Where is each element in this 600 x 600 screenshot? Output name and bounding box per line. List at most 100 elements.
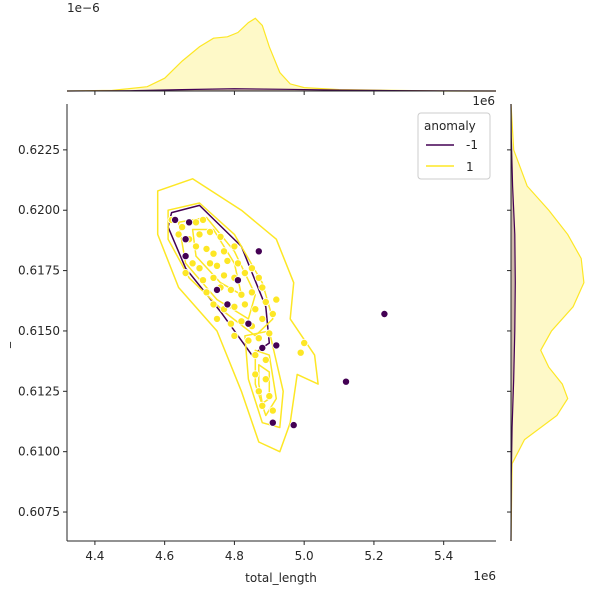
scatter-point-pos1 [181,268,190,277]
scatter-point-pos1 [258,401,267,410]
top-marginal-multiplier: 1e−6 [67,1,100,15]
scatter-points [167,215,389,430]
scatter-point-pos1 [237,290,246,299]
legend-box [417,112,491,180]
x-tick-label: 5.0 [295,549,314,563]
scatter-point-pos1 [198,215,207,224]
scatter-point-pos1 [268,309,277,318]
scatter-point-pos1 [268,406,277,415]
scatter-point-pos1 [251,305,260,314]
scatter-point-pos1 [205,259,214,268]
kde-contour-pos1 [177,216,257,320]
scatter-point-neg1 [380,309,389,318]
scatter-point-pos1 [254,273,263,282]
right-marginal-plot [510,103,585,542]
legend-label-pos1: 1 [466,160,474,174]
top-density-fill-pos1 [67,18,496,91]
scatter-point-pos1 [230,242,239,251]
scatter-point-pos1 [230,331,239,340]
scatter-point-pos1 [195,264,204,273]
right-density-fill-neg1 [511,104,516,541]
scatter-point-pos1 [251,351,260,360]
main-axes: 4.4 4.6 4.8 5.0 5.2 5.4 0.6075 0.6100 0.6125 0.61… [18,91,511,563]
legend: anomaly -1 1 [417,112,491,180]
legend-label-neg1: -1 [466,138,478,152]
scatter-point-pos1 [226,285,235,294]
kde-contour-pos1 [167,202,274,337]
legend-title: anomaly [424,119,476,133]
scatter-point-pos1 [191,242,200,251]
scatter-point-neg1 [244,319,253,328]
x-axis-label: total_length [245,571,317,585]
scatter-point-pos1 [202,288,211,297]
scatter-point-pos1 [240,300,249,309]
scatter-point-pos1 [237,317,246,326]
scatter-point-pos1 [209,273,218,282]
scatter-point-pos1 [191,218,200,227]
scatter-point-pos1 [247,288,256,297]
scatter-point-neg1 [212,285,221,294]
scatter-point-pos1 [258,283,267,292]
scatter-point-pos1 [205,227,214,236]
scatter-point-pos1 [261,355,270,364]
scatter-point-pos1 [254,387,263,396]
scatter-point-neg1 [341,377,350,386]
scatter-point-neg1 [171,215,180,224]
y-axis-label: _ [0,341,11,349]
scatter-point-pos1 [202,244,211,253]
top-density-line-pos1 [66,17,496,92]
y-tick-label: 0.6175 [18,264,60,278]
scatter-point-pos1 [198,276,207,285]
scatter-point-pos1 [230,302,239,311]
scatter-point-neg1 [181,235,190,244]
scatter-point-pos1 [212,314,221,323]
y-tick-label: 0.6125 [18,384,60,398]
right-density-line-pos1 [510,103,585,542]
scatter-point-pos1 [212,261,221,270]
scatter-point-pos1 [223,256,232,265]
scatter-point-pos1 [247,264,256,273]
x-tick-label: 5.2 [364,549,383,563]
scatter-point-pos1 [219,271,228,280]
scatter-point-pos1 [261,375,270,384]
right-density-fill-pos1 [511,104,584,541]
scatter-point-pos1 [174,230,183,239]
scatter-point-pos1 [244,336,253,345]
scatter-point-pos1 [178,223,187,232]
scatter-point-neg1 [258,343,267,352]
top-density-fill-neg1 [67,88,496,91]
y-tick-label: 0.6100 [18,445,60,459]
scatter-point-pos1 [195,230,204,239]
x-tick-label: 5.4 [434,549,453,563]
scatter-point-pos1 [233,259,242,268]
scatter-point-neg1 [272,341,281,350]
scatter-point-pos1 [254,334,263,343]
kde-contour-pos1 [156,178,319,453]
y-tick-label: 0.6200 [18,203,60,217]
x-tick-label: 4.4 [85,549,104,563]
scatter-point-neg1 [268,418,277,427]
top-marginal-plot [66,17,497,92]
scatter-point-pos1 [296,348,305,357]
scatter-point-pos1 [300,338,309,347]
scatter-point-neg1 [289,421,298,430]
scatter-point-pos1 [240,268,249,277]
kde-contours [156,178,319,453]
scatter-point-neg1 [181,252,190,261]
scatter-point-pos1 [209,300,218,309]
y-tick-label: 0.6075 [18,505,60,519]
scatter-point-pos1 [226,319,235,328]
y-axis-multiplier: 1e6 [472,94,495,108]
scatter-point-pos1 [272,295,281,304]
y-tick-label: 0.6150 [18,324,60,338]
scatter-point-neg1 [233,276,242,285]
scatter-point-pos1 [265,329,274,338]
scatter-point-pos1 [188,259,197,268]
x-tick-label: 4.8 [225,549,244,563]
scatter-point-pos1 [258,314,267,323]
kde-contour-pos1 [258,364,271,405]
scatter-point-pos1 [265,392,274,401]
scatter-point-neg1 [223,300,232,309]
